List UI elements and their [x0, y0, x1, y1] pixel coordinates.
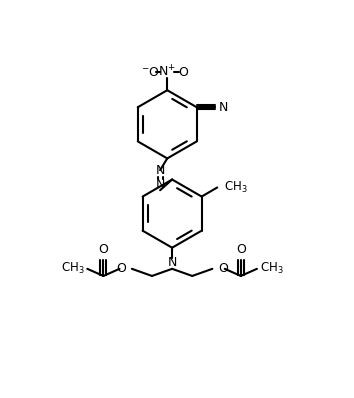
- Text: N$^{+}$: N$^{+}$: [158, 65, 176, 80]
- Text: CH$_3$: CH$_3$: [259, 261, 283, 276]
- Text: O: O: [116, 262, 126, 275]
- Text: N: N: [155, 164, 165, 177]
- Text: N: N: [218, 101, 228, 114]
- Text: O: O: [236, 244, 246, 256]
- Text: O: O: [178, 66, 188, 79]
- Text: $^{-}$O: $^{-}$O: [141, 66, 160, 79]
- Text: N: N: [155, 178, 165, 191]
- Text: CH$_3$: CH$_3$: [61, 261, 85, 276]
- Text: CH$_3$: CH$_3$: [224, 180, 248, 195]
- Text: O: O: [218, 262, 228, 275]
- Text: N: N: [167, 256, 177, 269]
- Text: O: O: [98, 244, 108, 256]
